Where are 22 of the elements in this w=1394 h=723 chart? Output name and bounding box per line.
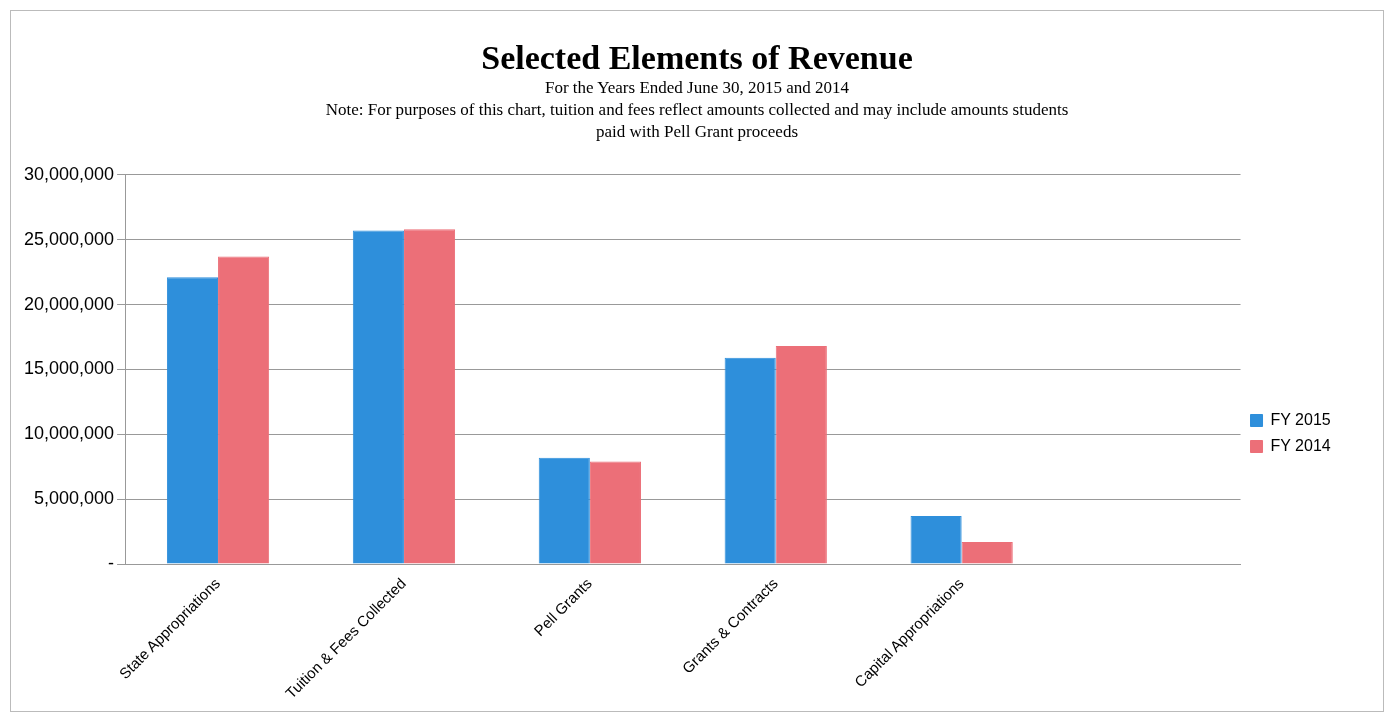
bar: [218, 256, 270, 564]
y-tick-label: -: [108, 553, 115, 574]
bar: [352, 230, 404, 564]
bar: [403, 229, 456, 564]
legend-label: FY 2014: [1270, 436, 1331, 454]
y-tick-label: 15,000,000: [23, 358, 115, 379]
y-tick-label: 10,000,000: [23, 423, 115, 444]
legend-label: FY 2015: [1270, 410, 1331, 428]
chart-title: Selected Elements of Revenue: [480, 39, 914, 77]
bar: [724, 357, 776, 564]
y-tick-label: 30,000,000: [23, 163, 115, 184]
text: Note: For purposes of this chart, tuition and fees reflect amounts collected and may include amounts students paid with Pell Grant proceeds: [324, 99, 1070, 143]
y-tick-label: 20,000,000: [23, 293, 115, 314]
bar: [775, 346, 827, 564]
y-tick-label: 5,000,000: [34, 488, 115, 509]
bar: [166, 277, 219, 564]
y-tick-label: 25,000,000: [23, 228, 115, 249]
bar: [538, 457, 590, 564]
bar: [961, 542, 1013, 564]
bar: [910, 516, 962, 564]
bar: [589, 461, 641, 564]
chart-subtitle: For the Years Ended June 30, 2015 and 2014: [543, 77, 851, 99]
